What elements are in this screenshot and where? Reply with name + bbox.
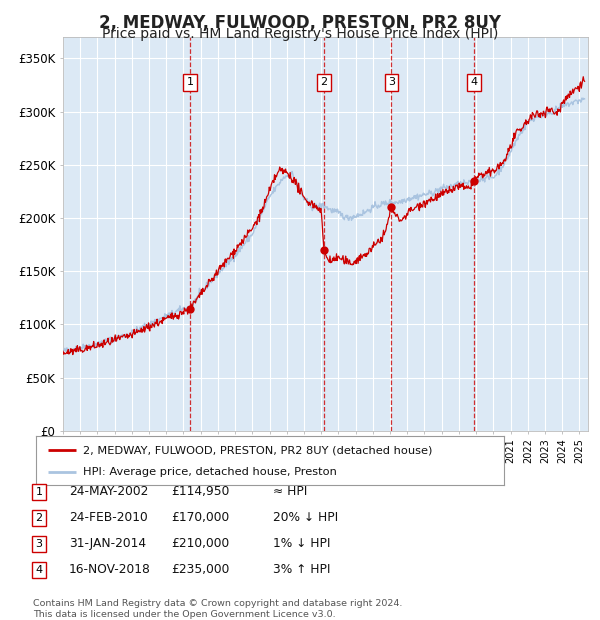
Text: Price paid vs. HM Land Registry's House Price Index (HPI): Price paid vs. HM Land Registry's House …	[102, 27, 498, 42]
Text: 2: 2	[35, 513, 43, 523]
Text: HPI: Average price, detached house, Preston: HPI: Average price, detached house, Pres…	[83, 467, 337, 477]
Text: 1: 1	[35, 487, 43, 497]
Text: Contains HM Land Registry data © Crown copyright and database right 2024.
This d: Contains HM Land Registry data © Crown c…	[33, 600, 403, 619]
Text: £170,000: £170,000	[171, 512, 229, 524]
Text: 20% ↓ HPI: 20% ↓ HPI	[273, 512, 338, 524]
Text: 3: 3	[388, 78, 395, 87]
Text: 24-MAY-2002: 24-MAY-2002	[69, 485, 148, 498]
Text: 2, MEDWAY, FULWOOD, PRESTON, PR2 8UY (detached house): 2, MEDWAY, FULWOOD, PRESTON, PR2 8UY (de…	[83, 445, 432, 455]
Text: 2: 2	[320, 78, 328, 87]
Text: 3: 3	[35, 539, 43, 549]
Text: 4: 4	[470, 78, 478, 87]
Text: ≈ HPI: ≈ HPI	[273, 485, 307, 498]
Text: 31-JAN-2014: 31-JAN-2014	[69, 538, 146, 550]
Text: 1% ↓ HPI: 1% ↓ HPI	[273, 538, 331, 550]
Text: £114,950: £114,950	[171, 485, 229, 498]
Text: £235,000: £235,000	[171, 564, 229, 576]
Text: 2, MEDWAY, FULWOOD, PRESTON, PR2 8UY: 2, MEDWAY, FULWOOD, PRESTON, PR2 8UY	[99, 14, 501, 32]
Text: 3% ↑ HPI: 3% ↑ HPI	[273, 564, 331, 576]
Text: 24-FEB-2010: 24-FEB-2010	[69, 512, 148, 524]
Text: £210,000: £210,000	[171, 538, 229, 550]
Text: 16-NOV-2018: 16-NOV-2018	[69, 564, 151, 576]
Text: 1: 1	[187, 78, 194, 87]
Text: 4: 4	[35, 565, 43, 575]
